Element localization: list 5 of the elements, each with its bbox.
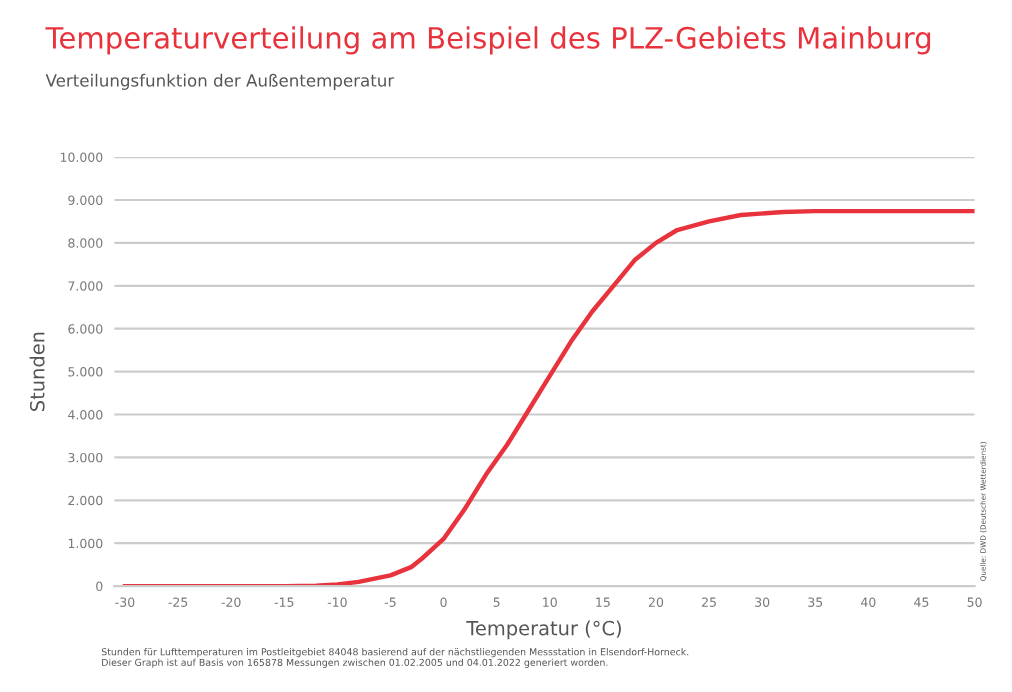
- chart-title: Temperaturverteilung am Beispiel des PLZ-Gebiets Mainburg: [45, 26, 931, 55]
- chart-subtitle: Verteilungsfunktion der Außentemperatur: [45, 73, 395, 90]
- x-axis-title: Temperatur (°C): [466, 620, 621, 640]
- y-axis-title: Stunden: [29, 332, 45, 411]
- line-series: [122, 208, 975, 587]
